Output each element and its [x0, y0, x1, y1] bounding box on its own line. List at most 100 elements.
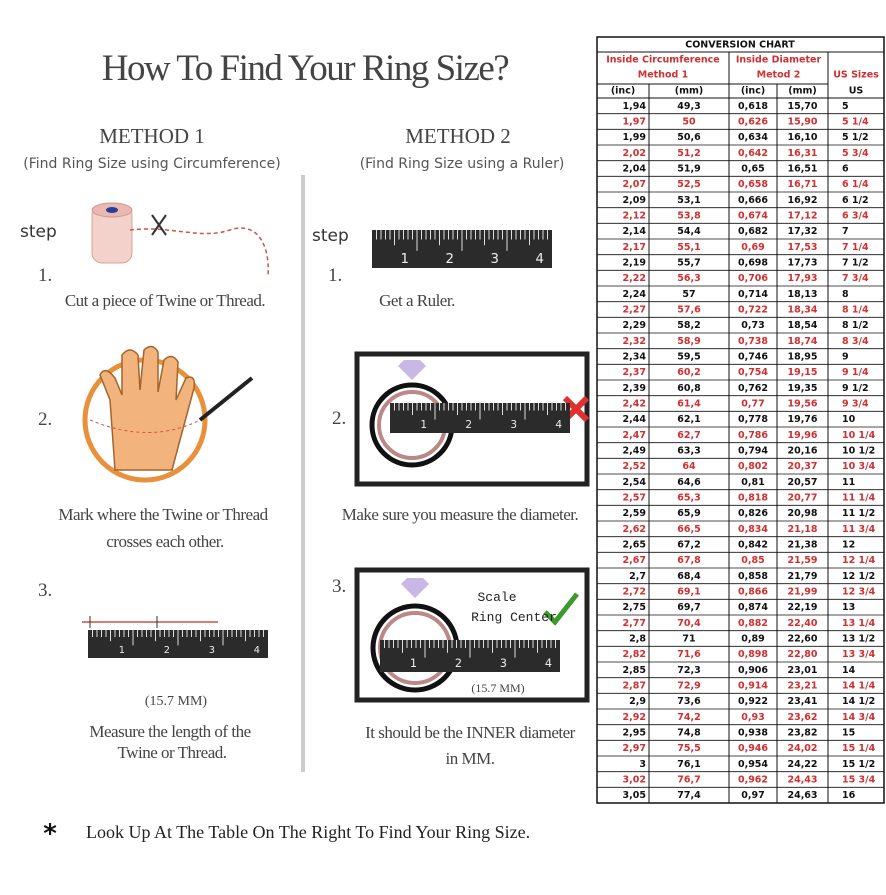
table-cell: 21,99 [787, 587, 817, 598]
table-cell: 2,19 [623, 258, 646, 269]
step-text: in MM. [446, 749, 495, 768]
table-cell: 0,714 [738, 289, 768, 300]
table-cell: 16,31 [787, 148, 817, 159]
table-title: CONVERSION CHART [685, 40, 795, 51]
ruler-label: 4 [254, 645, 260, 656]
table-cell: 2,54 [623, 477, 647, 488]
table-cell: 2,04 [623, 164, 647, 175]
ruler-label: 1 [410, 657, 417, 670]
step-text: It should be the INNER diameter [365, 723, 576, 742]
table-cell: 72,3 [677, 665, 700, 676]
table-cell: 61,4 [677, 399, 701, 410]
table-cell: 0,882 [738, 618, 768, 629]
table-cell: 0,946 [738, 743, 768, 754]
table-cell: 51,9 [677, 164, 700, 175]
step-text: Make sure you measure the diameter. [342, 505, 579, 524]
conversion-table: CONVERSION CHART Inside Circumference Meth… [596, 36, 885, 804]
table-cell: 2,34 [623, 352, 647, 363]
table-cell: 0,77 [741, 399, 764, 410]
table-cell: 15 3/4 [842, 775, 876, 786]
table-cell: 14 [842, 665, 856, 676]
table-cell: 12 1/4 [842, 555, 876, 566]
table-cell: 76,7 [677, 775, 700, 786]
table-cell: 2,7 [629, 571, 646, 582]
ruler-label: 4 [536, 252, 544, 267]
table-cell: 21,38 [787, 540, 817, 551]
table-cell: 50,6 [677, 132, 701, 143]
table-cell: 2,44 [623, 414, 647, 425]
step-number: 3. [332, 576, 346, 597]
table-cell: 19,35 [787, 383, 817, 394]
table-cell: 0,818 [738, 493, 768, 504]
table-cell: 65,3 [677, 493, 700, 504]
table-cell: 0,786 [738, 430, 768, 441]
table-cell: 5 [842, 101, 849, 112]
ruler-label: 1 [119, 645, 125, 656]
table-cell: 56,3 [677, 273, 700, 284]
table-cell: 2,62 [623, 524, 646, 535]
table-cell: 17,73 [787, 258, 817, 269]
table-cell: 10 1/4 [842, 430, 876, 441]
table-cell: 0,914 [738, 681, 768, 692]
table-cell: 2,29 [623, 320, 646, 331]
table-cell: 9 1/2 [842, 383, 869, 394]
table-cell: 57,6 [677, 305, 701, 316]
table-cell: 6 [842, 164, 849, 175]
step-text: Measure the length of the [89, 722, 250, 741]
table-cell: 13 3/4 [842, 649, 876, 660]
table-cell: 24,63 [787, 790, 817, 801]
table-cell: 67,8 [677, 555, 701, 566]
table-cell: 2,95 [623, 728, 646, 739]
table-cell: 1,97 [623, 117, 646, 128]
step-number: 2. [332, 408, 346, 429]
table-cell: 63,3 [677, 446, 700, 457]
table-cell: 13 1/4 [842, 618, 876, 629]
table-cell: 2,22 [623, 273, 646, 284]
table-cell: 0,658 [738, 179, 768, 190]
table-cell: 20,37 [787, 461, 817, 472]
table-cell: 2,37 [623, 367, 646, 378]
table-cell: 24,43 [787, 775, 817, 786]
table-cell: 66,5 [677, 524, 700, 535]
table-cell: 15 1/2 [842, 759, 875, 770]
table-cell: 12 1/2 [842, 571, 875, 582]
table-cell: 0,93 [741, 712, 764, 723]
table-cell: 20,57 [787, 477, 817, 488]
table-cell: 8 3/4 [842, 336, 869, 347]
table-cell: 21,18 [787, 524, 817, 535]
unit-header: (inc) [741, 86, 765, 97]
table-cell: 2,92 [623, 712, 646, 723]
table-cell: 0,642 [738, 148, 768, 159]
group-header: Metod 2 [757, 70, 801, 81]
rulers: 1 2 3 4 1 2 3 4 1 2 3 4 1 2 3 4 [88, 230, 570, 672]
table-cell: 11 [842, 477, 855, 488]
step-number: 2. [38, 409, 52, 430]
unit-header: US [849, 86, 864, 97]
table-cell: 9 1/4 [842, 367, 869, 378]
unit-header: (inc) [611, 86, 635, 97]
table-cell: 0,906 [738, 665, 768, 676]
table-cell: 6 1/4 [842, 179, 869, 190]
table-cell: 0,97 [741, 790, 764, 801]
table-cell: 0,618 [738, 101, 768, 112]
table-cell: 3,02 [623, 775, 646, 786]
step-label: step [312, 226, 349, 246]
table-cell: 64 [682, 461, 696, 472]
table-cell: 0,778 [738, 414, 768, 425]
table-cell: 71,6 [677, 649, 701, 660]
table-cell: 5 1/4 [842, 117, 869, 128]
table-cell: 2,77 [623, 618, 646, 629]
method-title: METHOD 2 [405, 124, 511, 148]
table-cell: 2,75 [623, 602, 646, 613]
table-cell: 24,22 [787, 759, 817, 770]
table-cell: 67,2 [677, 540, 700, 551]
method-subtitle: (Find Ring Size using a Ruler) [360, 156, 565, 172]
step-number: 1. [38, 265, 52, 286]
step-text: Twine or Thread. [118, 743, 227, 762]
table-cell: 0,666 [738, 195, 768, 206]
table-cell: 2,02 [623, 148, 646, 159]
table-cell: 2,12 [623, 211, 646, 222]
table-cell: 14 1/4 [842, 681, 876, 692]
group-header: US Sizes [833, 70, 879, 81]
table-cell: 2,49 [623, 446, 646, 457]
